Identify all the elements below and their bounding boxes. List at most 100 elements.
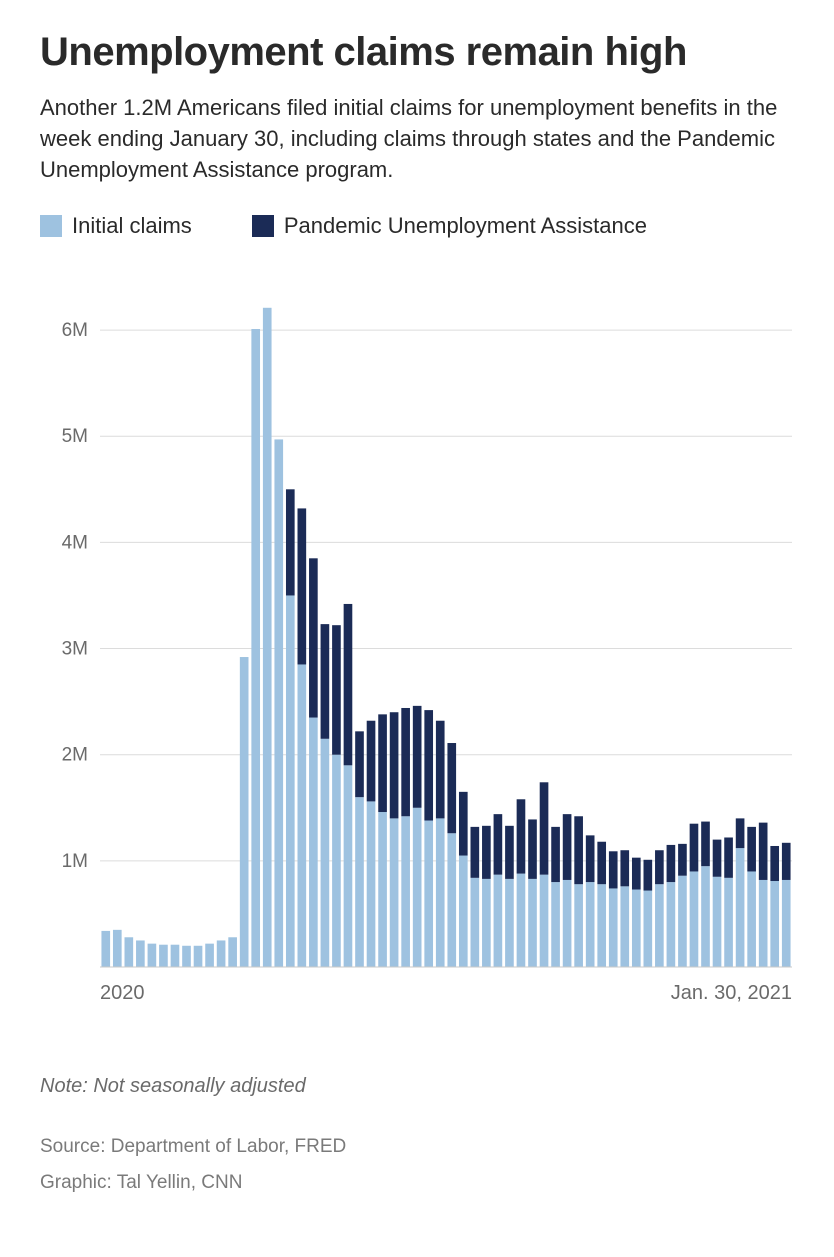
bar-pua: [540, 783, 549, 875]
bar-pua: [309, 559, 318, 718]
bar-initial: [597, 885, 606, 968]
chart-subtitle: Another 1.2M Americans filed initial cla…: [40, 93, 794, 185]
legend-item-initial: Initial claims: [40, 213, 192, 239]
svg-text:5M: 5M: [62, 427, 88, 448]
chart-title: Unemployment claims remain high: [40, 30, 794, 75]
bar-pua: [401, 708, 410, 816]
bar-initial: [263, 308, 272, 967]
bar-initial: [205, 944, 214, 967]
bar-pua: [321, 625, 330, 740]
bar-initial: [217, 941, 226, 968]
bar-initial: [724, 878, 733, 967]
bar-pua: [747, 827, 756, 872]
bar-initial: [286, 596, 295, 968]
bar-pua: [517, 800, 526, 874]
bar-pua: [770, 846, 779, 881]
bar-pua: [286, 490, 295, 596]
svg-text:Jan. 30, 2021: Jan. 30, 2021: [671, 982, 792, 1004]
bar-initial: [459, 856, 468, 967]
bar-pua: [759, 823, 768, 880]
bar-initial: [713, 877, 722, 967]
bar-initial: [701, 867, 710, 968]
bar-pua: [713, 840, 722, 877]
bar-initial: [194, 946, 203, 967]
bar-pua: [355, 732, 364, 798]
legend-label-pua: Pandemic Unemployment Assistance: [284, 213, 647, 239]
legend: Initial claims Pandemic Unemployment Ass…: [40, 213, 794, 239]
svg-text:6M: 6M: [62, 320, 88, 341]
bar-initial: [274, 440, 283, 968]
bar-pua: [586, 836, 595, 883]
bar-initial: [182, 946, 191, 967]
bar-pua: [459, 792, 468, 856]
bar-initial: [563, 880, 572, 967]
bar-pua: [701, 822, 710, 867]
legend-label-initial: Initial claims: [72, 213, 192, 239]
bar-initial: [644, 891, 653, 967]
svg-text:2020: 2020: [100, 982, 145, 1004]
bar-pua: [298, 509, 307, 665]
bar-initial: [609, 889, 618, 968]
bar-pua: [367, 721, 376, 802]
bar-pua: [678, 844, 687, 876]
svg-text:2M: 2M: [62, 745, 88, 766]
bar-pua: [667, 845, 676, 882]
bar-pua: [494, 815, 503, 876]
bar-pua: [724, 838, 733, 878]
chart-footer: Note: Not seasonally adjusted Source: De…: [40, 1067, 794, 1201]
bar-initial: [620, 887, 629, 968]
bar-initial: [632, 890, 641, 967]
bar-pua: [597, 842, 606, 884]
stacked-bar-chart: 1M2M3M4M5M6M2020Jan. 30, 2021: [40, 267, 794, 1027]
bar-initial: [113, 930, 122, 967]
bar-pua: [736, 819, 745, 849]
bar-initial: [540, 875, 549, 967]
bar-pua: [551, 827, 560, 882]
bar-initial: [390, 819, 399, 968]
bar-pua: [378, 715, 387, 813]
bar-initial: [309, 718, 318, 967]
bar-pua: [505, 826, 514, 879]
bar-initial: [436, 819, 445, 968]
bar-initial: [298, 665, 307, 968]
bar-initial: [424, 821, 433, 967]
bar-initial: [240, 657, 249, 967]
bar-initial: [770, 881, 779, 967]
bar-pua: [344, 604, 353, 765]
bar-initial: [494, 875, 503, 967]
legend-swatch-pua: [252, 215, 274, 237]
footer-source: Source: Department of Labor, FRED: [40, 1129, 794, 1165]
bar-initial: [505, 879, 514, 967]
bar-initial: [101, 931, 110, 967]
bar-pua: [574, 817, 583, 885]
bar-pua: [528, 820, 537, 879]
svg-text:1M: 1M: [62, 851, 88, 872]
bar-initial: [482, 879, 491, 967]
bar-pua: [609, 852, 618, 889]
svg-text:3M: 3M: [62, 639, 88, 660]
bar-initial: [551, 882, 560, 967]
bar-initial: [447, 834, 456, 968]
bar-initial: [321, 739, 330, 967]
bar-initial: [413, 808, 422, 967]
legend-swatch-initial: [40, 215, 62, 237]
bar-pua: [332, 626, 341, 756]
bar-initial: [159, 945, 168, 967]
bar-pua: [782, 843, 791, 880]
bar-initial: [528, 879, 537, 967]
bar-initial: [171, 945, 180, 967]
bar-initial: [586, 882, 595, 967]
bar-initial: [782, 880, 791, 967]
bar-initial: [125, 938, 134, 968]
bar-pua: [563, 815, 572, 881]
bar-initial: [747, 872, 756, 968]
bar-initial: [136, 941, 145, 968]
bar-initial: [574, 885, 583, 968]
bar-initial: [367, 802, 376, 968]
bar-pua: [655, 851, 664, 885]
bar-initial: [517, 874, 526, 967]
bar-pua: [436, 721, 445, 819]
bar-initial: [401, 817, 410, 968]
bar-initial: [736, 848, 745, 967]
bar-initial: [471, 878, 480, 967]
